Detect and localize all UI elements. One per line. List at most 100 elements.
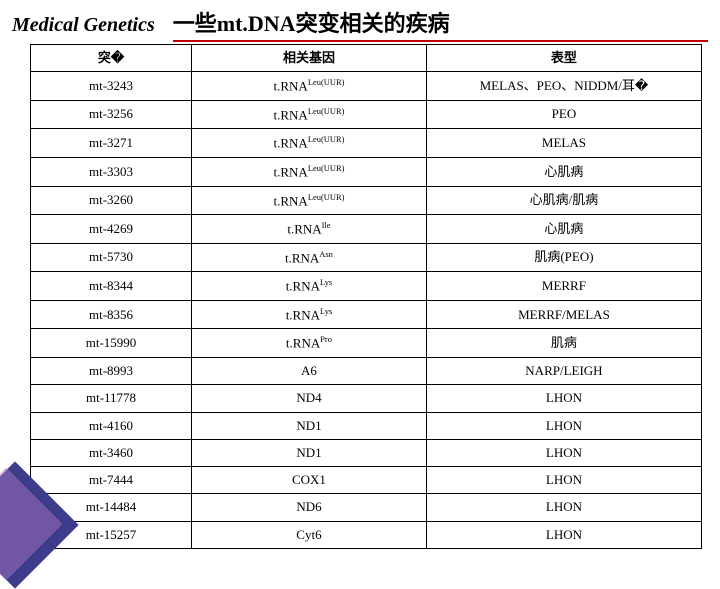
cell-gene: t.RNALeu(UUR): [192, 129, 427, 158]
table-row: mt-3243t.RNALeu(UUR)MELAS、PEO、NIDDM/耳�: [31, 72, 702, 101]
table-row: mt-4160 ND1 LHON: [31, 412, 702, 439]
cell-mutation: mt-8344: [31, 272, 192, 301]
cell-phenotype: 肌病(PEO): [426, 243, 701, 272]
gene-superscript: Lys: [320, 277, 332, 287]
gene-base: Cyt6: [296, 527, 321, 542]
cell-mutation: mt-5730: [31, 243, 192, 272]
gene-superscript: Leu(UUR): [308, 163, 345, 173]
gene-base: t.RNA: [286, 279, 320, 294]
cell-gene: t.RNALeu(UUR): [192, 72, 427, 101]
table-head: 突� 相关基因 表型: [31, 45, 702, 72]
col-header-gene: 相关基因: [192, 45, 427, 72]
cell-gene: ND6: [192, 494, 427, 521]
cell-phenotype: LHON: [426, 521, 701, 548]
gene-base: t.RNA: [287, 221, 321, 236]
cell-phenotype: LHON: [426, 467, 701, 494]
col-header-mutation: 突�: [31, 45, 192, 72]
cell-gene: t.RNALeu(UUR): [192, 157, 427, 186]
mutation-table: 突� 相关基因 表型 mt-3243t.RNALeu(UUR)MELAS、PEO…: [30, 44, 702, 549]
cell-gene: t.RNALeu(UUR): [192, 100, 427, 129]
gene-base: ND4: [296, 390, 321, 405]
cell-mutation: mt-11778: [31, 385, 192, 412]
cell-gene: ND1: [192, 412, 427, 439]
cell-phenotype: 心肌病: [426, 215, 701, 244]
gene-base: t.RNA: [274, 136, 308, 151]
col-header-phenotype: 表型: [426, 45, 701, 72]
table-row: mt-8356 t.RNALys MERRF/MELAS: [31, 300, 702, 329]
cell-gene: t.RNALys: [192, 272, 427, 301]
brand-label: Medical Genetics: [12, 14, 155, 37]
gene-base: ND1: [296, 418, 321, 433]
cell-mutation: mt-3303: [31, 157, 192, 186]
gene-superscript: Pro: [320, 334, 332, 344]
cell-mutation: mt-8356: [31, 300, 192, 329]
table-body: mt-3243t.RNALeu(UUR)MELAS、PEO、NIDDM/耳�mt…: [31, 72, 702, 549]
cell-mutation: mt-3260: [31, 186, 192, 215]
gene-base: COX1: [292, 472, 326, 487]
gene-superscript: Leu(UUR): [308, 192, 345, 202]
table-row: mt-7444 COX1 LHON: [31, 467, 702, 494]
gene-base: t.RNA: [274, 193, 308, 208]
cell-phenotype: 肌病: [426, 329, 701, 358]
table-row: mt-4269t.RNAIle心肌病: [31, 215, 702, 244]
gene-superscript: Leu(UUR): [308, 134, 345, 144]
table-row: mt-3271t.RNALeu(UUR)MELAS: [31, 129, 702, 158]
table-row: mt-8344t.RNALysMERRF: [31, 272, 702, 301]
gene-base: t.RNA: [274, 79, 308, 94]
cell-gene: A6: [192, 358, 427, 385]
decorative-corner: [0, 496, 70, 540]
cell-mutation: mt-8993: [31, 358, 192, 385]
table-row: mt-3303t.RNALeu(UUR)心肌病: [31, 157, 702, 186]
gene-superscript: Leu(UUR): [308, 106, 345, 116]
cell-phenotype: MELAS、PEO、NIDDM/耳�: [426, 72, 701, 101]
cell-mutation: mt-15990: [31, 329, 192, 358]
gene-base: t.RNA: [286, 307, 320, 322]
table-row: mt-15990t.RNAPro肌病: [31, 329, 702, 358]
cell-mutation: mt-7444: [31, 467, 192, 494]
cell-mutation: mt-4269: [31, 215, 192, 244]
cell-gene: t.RNAAsn: [192, 243, 427, 272]
gene-superscript: Lys: [320, 306, 332, 316]
cell-gene: t.RNALeu(UUR): [192, 186, 427, 215]
cell-phenotype: MERRF/MELAS: [426, 300, 701, 329]
gene-superscript: Asn: [319, 249, 333, 259]
gene-base: t.RNA: [285, 250, 319, 265]
cell-gene: t.RNAPro: [192, 329, 427, 358]
table-row: mt-3256t.RNALeu(UUR)PEO: [31, 100, 702, 129]
gene-base: t.RNA: [274, 164, 308, 179]
cell-phenotype: NARP/LEIGH: [426, 358, 701, 385]
cell-mutation: mt-3460: [31, 439, 192, 466]
gene-base: t.RNA: [274, 107, 308, 122]
cell-gene: Cyt6: [192, 521, 427, 548]
gene-base: t.RNA: [286, 336, 320, 351]
cell-phenotype: LHON: [426, 494, 701, 521]
cell-phenotype: PEO: [426, 100, 701, 129]
cell-phenotype: 心肌病/肌病: [426, 186, 701, 215]
cell-phenotype: LHON: [426, 412, 701, 439]
cell-phenotype: MELAS: [426, 129, 701, 158]
cell-gene: t.RNAIle: [192, 215, 427, 244]
table-row: mt-15257Cyt6LHON: [31, 521, 702, 548]
cell-mutation: mt-3256: [31, 100, 192, 129]
cell-mutation: mt-4160: [31, 412, 192, 439]
table-row: mt-8993 A6 NARP/LEIGH: [31, 358, 702, 385]
table-row: mt-14484ND6LHON: [31, 494, 702, 521]
table-row: mt-3260t.RNALeu(UUR)心肌病/肌病: [31, 186, 702, 215]
cell-phenotype: LHON: [426, 439, 701, 466]
cell-gene: ND4: [192, 385, 427, 412]
cell-gene: ND1: [192, 439, 427, 466]
gene-superscript: Leu(UUR): [308, 77, 345, 87]
table-row: mt-5730t.RNAAsn肌病(PEO): [31, 243, 702, 272]
gene-base: A6: [301, 363, 317, 378]
gene-base: ND6: [296, 499, 321, 514]
gene-superscript: Ile: [322, 220, 331, 230]
cell-mutation: mt-3271: [31, 129, 192, 158]
slide-title: 一些mt.DNA突变相关的疾病: [173, 6, 708, 42]
cell-phenotype: LHON: [426, 385, 701, 412]
table-row: mt-3460ND1LHON: [31, 439, 702, 466]
cell-phenotype: 心肌病: [426, 157, 701, 186]
cell-phenotype: MERRF: [426, 272, 701, 301]
cell-mutation: mt-3243: [31, 72, 192, 101]
slide-header: Medical Genetics 一些mt.DNA突变相关的疾病: [0, 0, 720, 42]
cell-gene: COX1: [192, 467, 427, 494]
